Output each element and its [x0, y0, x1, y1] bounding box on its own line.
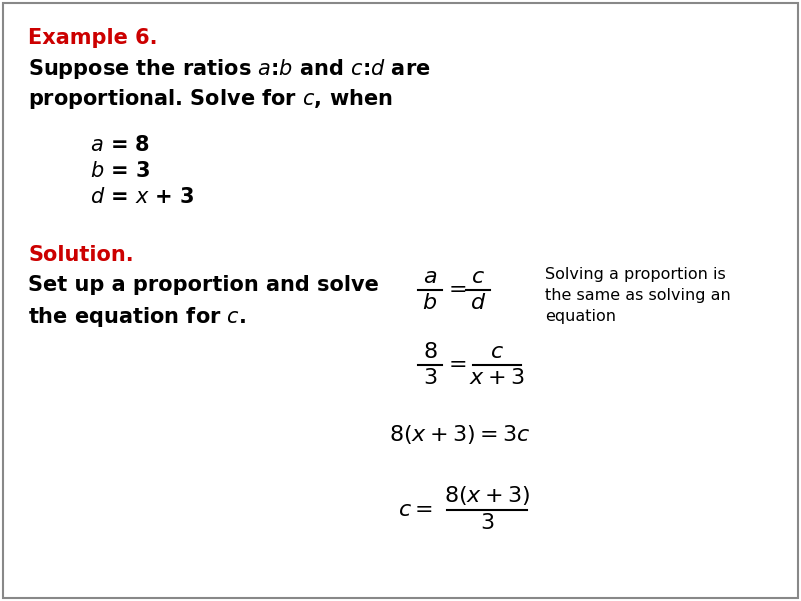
Text: $\mathit{x}+3$: $\mathit{x}+3$	[469, 368, 525, 388]
Text: Suppose the ratios $\mathit{a}$:$\mathit{b}$ and $\mathit{c}$:$\mathit{d}$ are: Suppose the ratios $\mathit{a}$:$\mathit…	[28, 57, 430, 81]
Text: $8(\mathit{x}+3)$: $8(\mathit{x}+3)$	[444, 484, 530, 507]
Text: the equation for $\mathit{c}$.: the equation for $\mathit{c}$.	[28, 305, 246, 329]
Text: proportional. Solve for $\mathit{c}$, when: proportional. Solve for $\mathit{c}$, wh…	[28, 87, 392, 111]
Text: Example 6.: Example 6.	[28, 28, 158, 48]
Text: $3$: $3$	[480, 513, 494, 533]
Text: Set up a proportion and solve: Set up a proportion and solve	[28, 275, 379, 295]
Text: Solving a proportion is
the same as solving an
equation: Solving a proportion is the same as solv…	[545, 267, 731, 324]
Text: Solution.: Solution.	[28, 245, 134, 265]
Text: $\mathit{b}$ = 3: $\mathit{b}$ = 3	[90, 161, 150, 181]
Text: $3$: $3$	[423, 368, 437, 388]
Text: $\mathit{c}$: $\mathit{c}$	[490, 342, 504, 362]
Text: $\mathit{b}$: $\mathit{b}$	[422, 293, 437, 313]
Text: $\mathit{c}$: $\mathit{c}$	[471, 267, 485, 287]
Text: $8(\mathit{x}+3)=3\mathit{c}$: $8(\mathit{x}+3)=3\mathit{c}$	[389, 424, 531, 447]
Text: $\mathit{d}$ = $\mathit{x}$ + 3: $\mathit{d}$ = $\mathit{x}$ + 3	[90, 187, 195, 207]
Text: $\mathit{d}$: $\mathit{d}$	[470, 293, 486, 313]
Text: $\mathit{a}$: $\mathit{a}$	[423, 267, 437, 287]
Text: $\mathit{a}$ = 8: $\mathit{a}$ = 8	[90, 135, 150, 155]
Text: =: =	[449, 280, 467, 300]
Text: $\mathit{c}=$: $\mathit{c}=$	[397, 500, 433, 520]
Text: =: =	[449, 355, 467, 375]
Text: $8$: $8$	[423, 342, 437, 362]
